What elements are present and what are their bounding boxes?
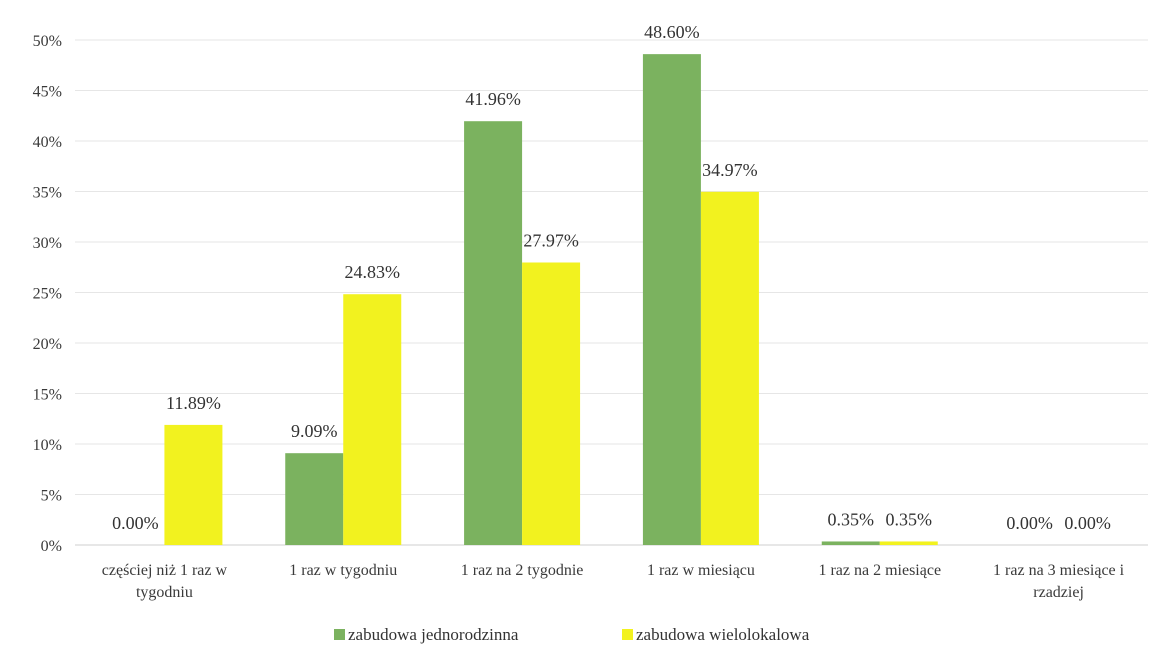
bar-jednorodzinna [285, 453, 344, 545]
data-label: 0.35% [886, 509, 933, 529]
x-category-label: 1 raz na 2 miesiące [818, 562, 941, 579]
x-category-label: 1 raz na 3 miesiące i rzadziej [993, 562, 1125, 601]
legend-label: zabudowa wielolokalowa [636, 625, 810, 644]
bars [164, 54, 938, 546]
y-tick-label: 30% [33, 235, 62, 252]
data-label: 0.00% [1006, 513, 1053, 533]
x-category-line: 1 raz w miesiącu [647, 562, 755, 579]
bar-wielolokalowa [700, 191, 759, 546]
x-category-label: 1 raz na 2 tygodnie [461, 562, 584, 579]
x-category-line: 1 raz na 3 miesiące i [993, 562, 1125, 579]
x-category-line: częściej niż 1 raz w [102, 562, 228, 579]
bar-wielolokalowa [164, 424, 223, 545]
x-category-label: 1 raz w miesiącu [647, 562, 755, 579]
data-label: 27.97% [523, 231, 579, 251]
y-tick-label: 15% [33, 387, 62, 404]
y-tick-label: 25% [33, 286, 62, 303]
data-label: 0.00% [1064, 513, 1111, 533]
bar-jednorodzinna [821, 541, 880, 545]
data-label: 11.89% [166, 393, 221, 413]
data-label: 0.35% [828, 509, 875, 529]
x-category-line: 1 raz w tygodniu [289, 562, 397, 579]
x-category-line: tygodniu [136, 584, 193, 601]
legend: zabudowa jednorodzinna zabudowa wieloloka… [334, 625, 810, 644]
y-tick-label: 50% [33, 33, 62, 50]
bar-jednorodzinna [642, 54, 701, 545]
data-label: 48.60% [644, 22, 700, 42]
data-label: 24.83% [345, 262, 401, 282]
y-tick-label: 45% [33, 84, 62, 101]
bar-jednorodzinna [464, 121, 523, 545]
y-tick-label: 10% [33, 437, 62, 454]
y-tick-label: 20% [33, 336, 62, 353]
data-label: 0.00% [112, 513, 159, 533]
data-label: 34.97% [702, 160, 758, 180]
y-tick-label: 35% [33, 185, 62, 202]
data-label: 41.96% [465, 89, 521, 109]
legend-swatch [334, 629, 345, 640]
data-labels: 0.00% 11.89% 9.09% 24.83% 41.96% 27.97% 48.60%… [112, 22, 1111, 533]
bar-wielolokalowa [879, 541, 938, 545]
y-tick-label: 5% [41, 488, 62, 505]
x-category-line: 1 raz na 2 miesiące [818, 562, 941, 579]
y-axis-ticks: 0% 5% 10% 15% 20% 25% 30% 35% 40% 45% 50% [33, 33, 62, 555]
x-axis-categories: częściej niż 1 raz w tygodniu 1 raz w tygo… [102, 562, 1125, 601]
legend-swatch [622, 629, 633, 640]
y-tick-label: 0% [41, 538, 62, 555]
data-label: 9.09% [291, 421, 338, 441]
y-tick-label: 40% [33, 134, 62, 151]
x-category-label: częściej niż 1 raz w tygodniu [102, 562, 228, 601]
x-category-line: 1 raz na 2 tygodnie [461, 562, 584, 579]
bar-wielolokalowa [522, 262, 581, 545]
x-category-label: 1 raz w tygodniu [289, 562, 397, 579]
gridlines [75, 39, 1148, 546]
x-category-line: rzadziej [1033, 584, 1084, 601]
bar-wielolokalowa [343, 294, 402, 545]
legend-label: zabudowa jednorodzinna [348, 625, 519, 644]
